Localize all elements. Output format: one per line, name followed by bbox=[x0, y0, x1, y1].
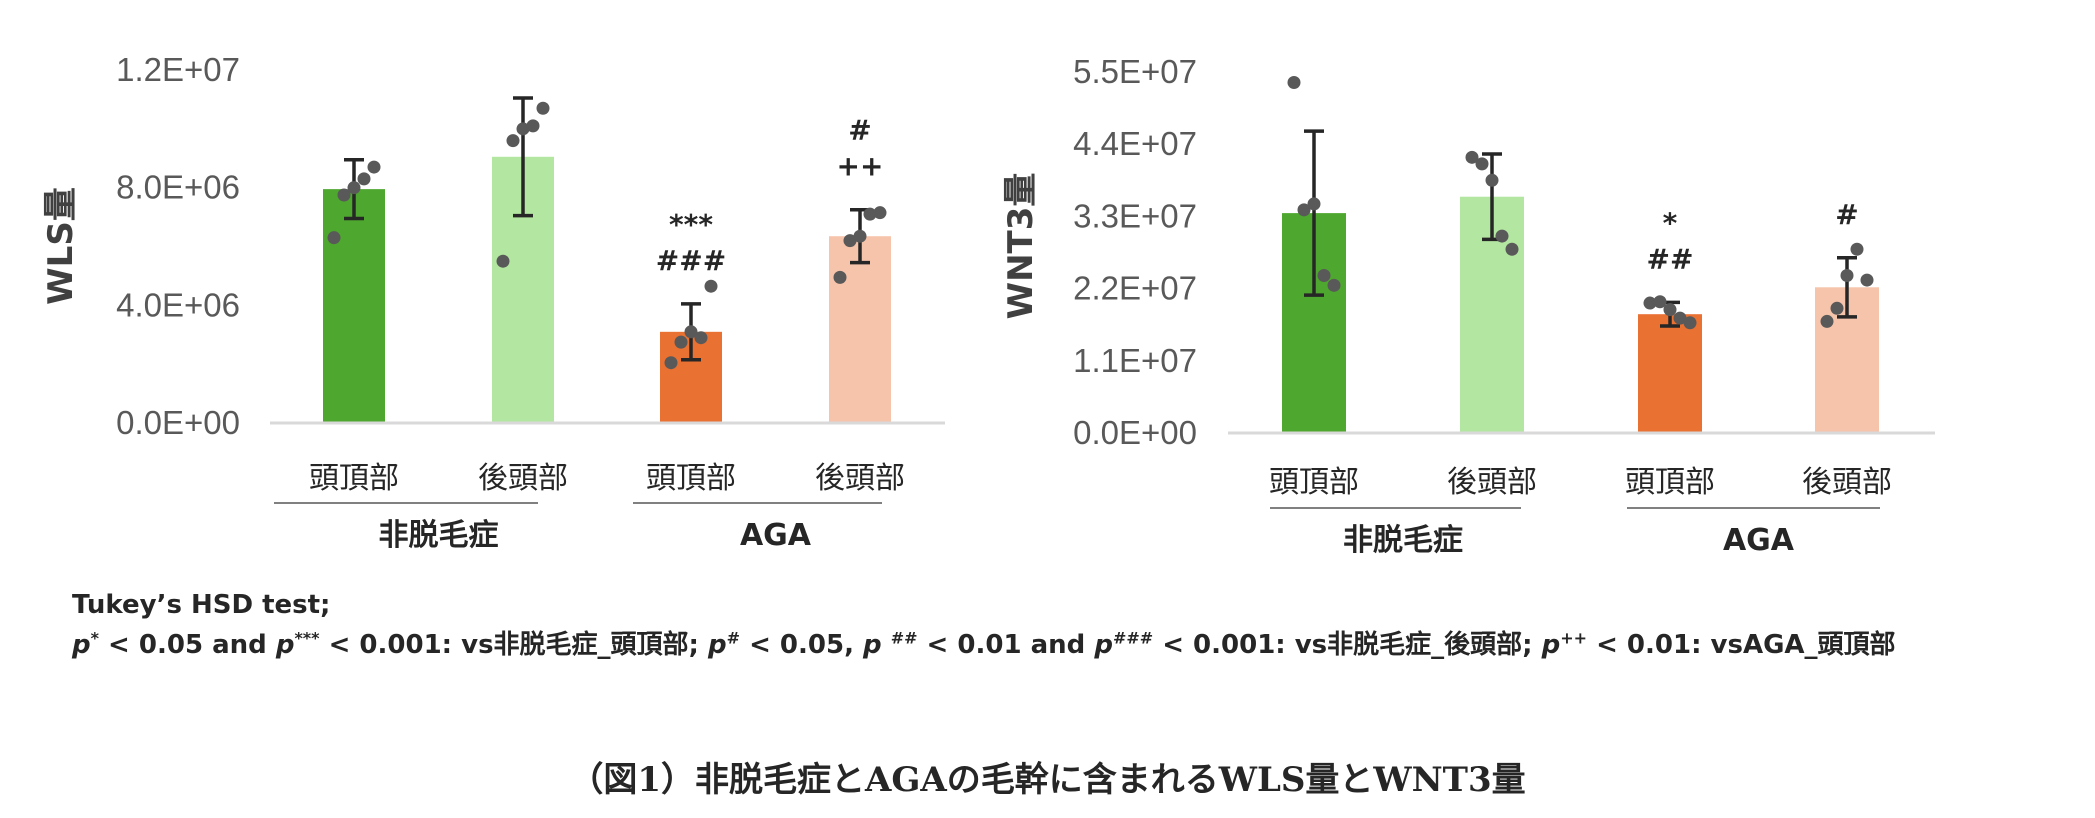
data-point bbox=[1653, 295, 1667, 309]
data-point bbox=[327, 231, 341, 245]
category-label: 後頭部 bbox=[1447, 465, 1537, 500]
category-label: 後頭部 bbox=[478, 461, 568, 496]
category-label: 後頭部 bbox=[815, 461, 905, 496]
data-point bbox=[1317, 268, 1331, 282]
bar bbox=[829, 236, 891, 423]
significance-marker: * bbox=[1663, 206, 1678, 239]
y-tick-label: 2.2E+07 bbox=[1073, 270, 1197, 307]
data-point bbox=[873, 206, 887, 220]
y-axis-label: WNT3量 bbox=[1001, 173, 1041, 320]
significance-marker: # bbox=[1835, 198, 1858, 231]
data-point bbox=[684, 325, 698, 339]
significance-marker: ++ bbox=[837, 150, 884, 183]
error-bar bbox=[513, 96, 533, 218]
data-point bbox=[863, 207, 877, 221]
data-point bbox=[337, 188, 351, 202]
y-axis-label: WLS量 bbox=[41, 187, 81, 305]
y-tick-label: 4.0E+06 bbox=[116, 286, 240, 323]
y-tick-label: 8.0E+06 bbox=[116, 169, 240, 206]
y-tick-label: 0.0E+00 bbox=[116, 404, 240, 441]
wnt3-chart: 0.0E+00 1.1E+07 2.2E+07 3.3E+07 4.4E+07 5.5E+… bbox=[1001, 53, 1935, 558]
data-point bbox=[526, 119, 540, 133]
y-tick-label: 1.1E+07 bbox=[1073, 342, 1197, 379]
data-point bbox=[1663, 303, 1677, 317]
data-point bbox=[1505, 242, 1519, 256]
data-point bbox=[1820, 314, 1834, 328]
category-label: 頭頂部 bbox=[309, 461, 399, 496]
data-point bbox=[843, 234, 857, 248]
data-point bbox=[1830, 301, 1844, 315]
category-label: 後頭部 bbox=[1802, 465, 1892, 500]
data-point bbox=[704, 279, 718, 293]
data-point bbox=[367, 160, 381, 174]
data-point bbox=[1287, 76, 1301, 90]
y-tick-label: 0.0E+00 bbox=[1073, 414, 1197, 451]
data-point bbox=[1683, 316, 1697, 330]
data-point bbox=[694, 331, 708, 345]
error-bar bbox=[1837, 256, 1857, 319]
statistics-note-line1: Tukey’s HSD test; bbox=[72, 590, 331, 620]
group-label: 非脱毛症 bbox=[379, 518, 499, 553]
data-point bbox=[1495, 229, 1509, 243]
data-point bbox=[674, 335, 688, 349]
data-point bbox=[1643, 296, 1657, 310]
significance-marker: ## bbox=[1647, 242, 1694, 275]
data-point bbox=[1840, 268, 1854, 282]
data-point bbox=[664, 356, 678, 370]
data-point bbox=[1465, 150, 1479, 164]
category-label: 頭頂部 bbox=[1269, 465, 1359, 500]
significance-marker: ### bbox=[656, 244, 726, 277]
data-point bbox=[1860, 273, 1874, 287]
y-tick-label: 3.3E+07 bbox=[1073, 197, 1197, 234]
data-point bbox=[1673, 311, 1687, 325]
bar bbox=[1638, 314, 1702, 433]
bar bbox=[323, 189, 385, 423]
data-point bbox=[496, 254, 510, 268]
significance-marker: # bbox=[848, 114, 871, 147]
y-tick-label: 4.4E+07 bbox=[1073, 125, 1197, 162]
data-point bbox=[1850, 242, 1864, 256]
data-point bbox=[357, 172, 371, 186]
data-point bbox=[833, 270, 847, 284]
data-point bbox=[1327, 278, 1341, 292]
data-point bbox=[347, 181, 361, 195]
group-label: 非脱毛症 bbox=[1343, 523, 1463, 558]
y-tick-label: 1.2E+07 bbox=[116, 51, 240, 88]
group-label: AGA bbox=[740, 518, 812, 553]
data-point bbox=[1475, 157, 1489, 171]
data-point bbox=[516, 122, 530, 136]
category-label: 頭頂部 bbox=[1625, 465, 1715, 500]
category-label: 頭頂部 bbox=[646, 461, 736, 496]
error-bar bbox=[1304, 129, 1324, 297]
group-label: AGA bbox=[1723, 523, 1795, 558]
data-point bbox=[506, 134, 520, 148]
data-point bbox=[1485, 173, 1499, 187]
data-point bbox=[536, 101, 550, 115]
data-point bbox=[1307, 197, 1321, 211]
statistics-note-line2: p* < 0.05 and p*** < 0.001: vs非脱毛症_頭頂部; … bbox=[72, 628, 1896, 660]
data-point bbox=[1297, 203, 1311, 217]
y-tick-label: 5.5E+07 bbox=[1073, 53, 1197, 90]
significance-marker: *** bbox=[669, 208, 713, 241]
figure-caption: （図1）非脱毛症とAGAの毛幹に含まれるWLS量とWNT3量 bbox=[569, 760, 1526, 800]
data-point bbox=[853, 229, 867, 243]
